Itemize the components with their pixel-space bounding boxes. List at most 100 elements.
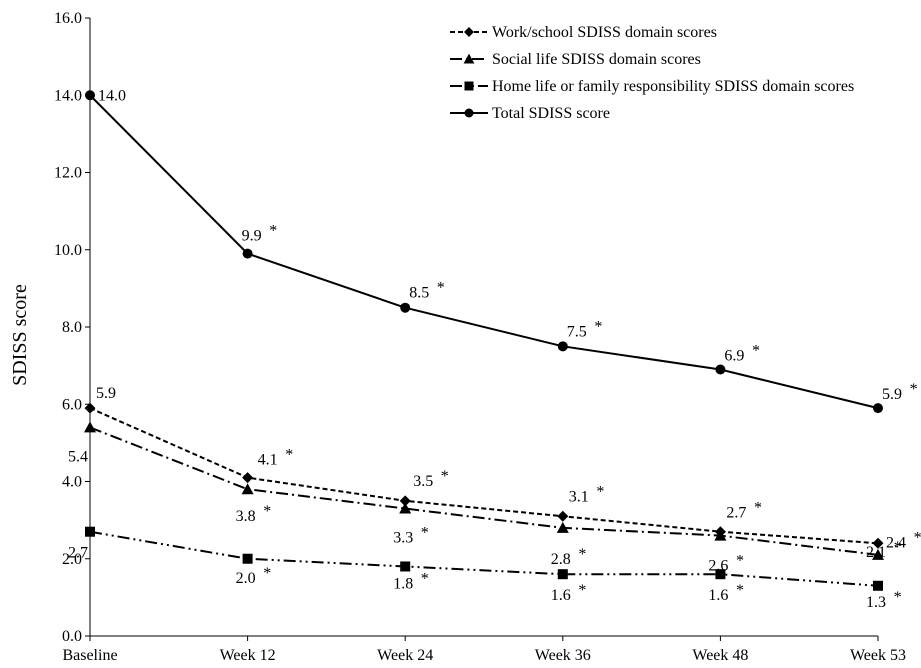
data-label: 3.1 [569, 488, 589, 505]
data-label: 2.0 [236, 570, 256, 587]
significance-star: * [914, 529, 921, 546]
triangle-marker [463, 53, 475, 64]
series-layer [84, 90, 884, 591]
y-tick-label: 14.0 [54, 87, 82, 104]
significance-star: * [269, 223, 277, 240]
legend-item: Total SDISS score [450, 105, 610, 122]
data-label: 1.3 [866, 594, 886, 611]
significance-star: * [894, 589, 902, 606]
data-label: 8.5 [409, 285, 429, 302]
square-marker [464, 81, 474, 91]
series-diamond [84, 402, 884, 549]
triangle-marker [399, 502, 412, 514]
circle-marker [242, 248, 253, 259]
series-triangle [84, 421, 884, 560]
data-label: 3.5 [413, 473, 433, 490]
significance-star: * [910, 381, 918, 398]
data-label: 6.9 [724, 347, 744, 364]
data-label-layer: 5.94.1 *3.5 *3.1 *2.7 *2.4 *5.43.8 *3.3 *2.8 *2.… [68, 87, 921, 611]
x-tick-label: Week 48 [692, 647, 748, 664]
y-tick-label: 10.0 [54, 242, 82, 259]
data-label: 3.8 [236, 508, 256, 525]
circle-marker [400, 302, 411, 313]
data-label: 5.4 [68, 448, 88, 465]
diamond-marker [714, 526, 726, 538]
square-marker [242, 553, 253, 564]
significance-star: * [578, 582, 586, 599]
square-marker [557, 569, 568, 580]
series-line [89, 94, 879, 410]
legend-label: Total SDISS score [492, 105, 610, 122]
diamond-marker [557, 510, 569, 522]
data-label: 5.9 [96, 385, 116, 402]
significance-star: * [894, 539, 902, 556]
diamond-marker [464, 27, 474, 37]
data-label: 3.3 [393, 530, 413, 547]
significance-star: * [421, 570, 429, 587]
x-tick-label: Week 24 [377, 647, 433, 664]
circle-marker [557, 341, 568, 352]
data-label: 2.7 [68, 545, 88, 562]
circle-marker [85, 90, 95, 101]
series-square [85, 526, 883, 591]
x-tick-label: Baseline [62, 647, 117, 664]
square-marker [400, 561, 411, 572]
significance-star: * [594, 318, 602, 335]
series-line [89, 530, 879, 587]
significance-star: * [441, 468, 449, 485]
data-label: 2.1 [866, 544, 886, 561]
diamond-marker [84, 402, 96, 414]
data-label: 1.6 [708, 587, 728, 604]
data-label: 1.8 [393, 575, 413, 592]
data-label: 7.5 [567, 323, 587, 340]
square-marker [715, 569, 726, 580]
x-tick-label: Week 53 [850, 647, 906, 664]
square-marker [873, 580, 883, 591]
y-tick-label: 8.0 [62, 319, 82, 336]
legend: Work/school SDISS domain scores Social li… [450, 24, 854, 122]
triangle-marker [241, 483, 254, 495]
circle-marker [873, 403, 883, 414]
axes: 0.0 2.0 4.0 6.0 8.0 10.0 12.0 14.0 16.0 Baseline W… [54, 10, 906, 664]
significance-star: * [263, 565, 271, 582]
significance-star: * [421, 525, 429, 542]
data-label: 2.7 [726, 505, 746, 522]
data-label: 5.9 [882, 386, 902, 403]
legend-item: Work/school SDISS domain scores [450, 24, 717, 41]
legend-item: Social life SDISS domain scores [450, 51, 701, 68]
significance-star: * [754, 500, 762, 517]
legend-label: Social life SDISS domain scores [492, 51, 701, 68]
significance-star: * [263, 503, 271, 520]
circle-marker [464, 108, 474, 118]
diamond-marker [242, 472, 254, 484]
series-line [89, 407, 879, 545]
legend-label: Home life or family responsibility SDISS… [492, 78, 854, 95]
data-label: 2.6 [708, 558, 728, 575]
significance-star: * [736, 553, 744, 570]
y-tick-label: 2.0 [62, 551, 82, 568]
x-tick-label: Week 36 [535, 647, 591, 664]
circle-marker [715, 364, 726, 375]
triangle-marker [84, 421, 96, 433]
series-circle [85, 90, 883, 414]
data-label: 4.1 [258, 452, 278, 469]
diamond-marker [399, 495, 411, 507]
legend-item: Home life or family responsibility SDISS… [450, 78, 854, 95]
series-line [89, 426, 879, 556]
legend-label: Work/school SDISS domain scores [492, 24, 717, 41]
triangle-marker [556, 521, 569, 533]
significance-star: * [285, 447, 293, 464]
y-tick-label: 12.0 [54, 165, 82, 182]
y-tick-label: 0.0 [62, 628, 82, 645]
significance-star: * [596, 483, 604, 500]
significance-star: * [578, 546, 586, 563]
diamond-marker [872, 537, 884, 549]
y-tick-label: 16.0 [54, 10, 82, 27]
significance-star: * [752, 342, 760, 359]
y-tick-label: 6.0 [62, 396, 82, 413]
data-label: 9.9 [242, 228, 262, 245]
square-marker [85, 526, 95, 537]
significance-star: * [437, 280, 445, 297]
data-label: 1.6 [551, 587, 571, 604]
